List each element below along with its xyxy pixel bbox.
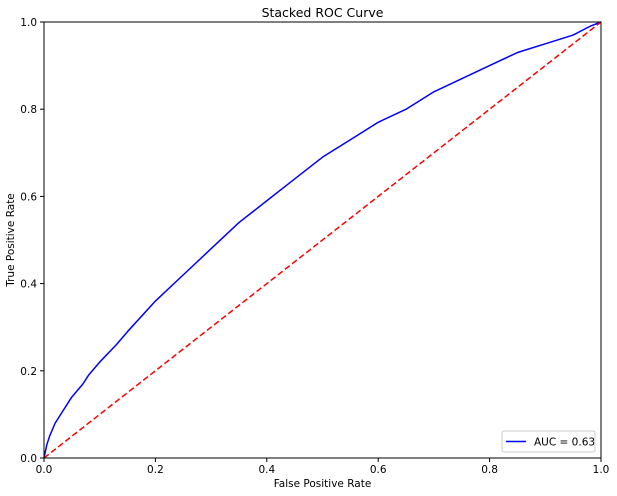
- y-axis-label: True Positive Rate: [5, 193, 17, 288]
- x-tick-label: 0.6: [370, 464, 387, 476]
- roc-curve-line: [43, 21, 602, 459]
- plot-frame: [43, 21, 602, 459]
- y-tick-label: 0.0: [20, 453, 37, 465]
- y-tick-label: 0.8: [20, 104, 37, 116]
- legend: AUC = 0.63: [501, 430, 596, 453]
- x-tick-label: 1.0: [593, 464, 610, 476]
- y-tick-label: 0.4: [20, 279, 37, 291]
- chance-diagonal-line: [43, 21, 602, 459]
- y-axis: 0.0 0.2 0.4 0.6 0.8 1.0: [20, 17, 44, 465]
- x-tick-label: 0.2: [147, 464, 164, 476]
- x-tick-label: 0.0: [36, 464, 53, 476]
- y-tick-label: 1.0: [20, 17, 37, 29]
- x-tick-label: 0.4: [258, 464, 275, 476]
- chart-title: Stacked ROC Curve: [262, 5, 384, 20]
- y-tick-label: 0.6: [20, 191, 37, 203]
- x-tick-label: 0.8: [481, 464, 498, 476]
- legend-label-auc: AUC = 0.63: [534, 437, 595, 449]
- y-tick-label: 0.2: [20, 366, 37, 378]
- series-layer: [43, 21, 602, 459]
- legend-box: [501, 430, 596, 453]
- x-axis: 0.0 0.2 0.4 0.6 0.8 1.0: [36, 458, 610, 476]
- x-axis-label: False Positive Rate: [274, 478, 372, 490]
- plot-area: [43, 21, 602, 459]
